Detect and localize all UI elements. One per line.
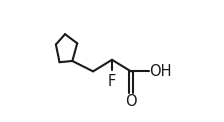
Text: F: F: [108, 74, 116, 89]
Text: OH: OH: [149, 64, 172, 79]
Text: O: O: [125, 94, 137, 109]
